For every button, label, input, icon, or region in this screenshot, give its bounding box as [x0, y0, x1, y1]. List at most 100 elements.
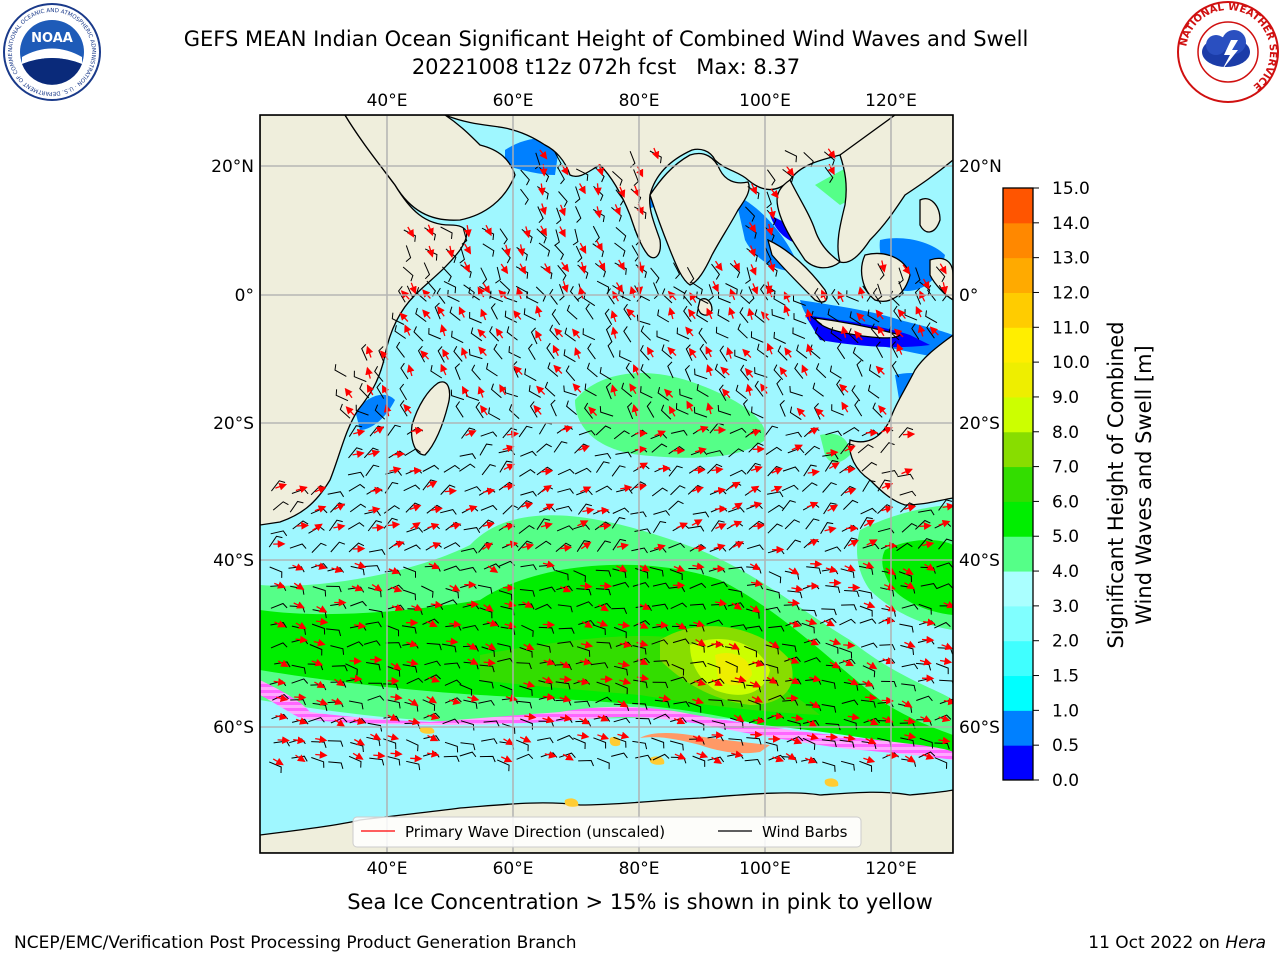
- wave-arrow: [540, 467, 554, 476]
- wind-barb: [385, 642, 402, 649]
- wind-barb: [551, 309, 561, 326]
- colorbar-swatch: [1003, 640, 1033, 677]
- wind-barb: [554, 229, 560, 247]
- colorbar-swatch: [1003, 222, 1033, 259]
- wind-barb: [821, 704, 837, 713]
- wind-barb: [459, 453, 477, 460]
- wave-arrow: [658, 464, 671, 473]
- colorbar-swatch: [1003, 466, 1033, 502]
- wind-barb: [520, 188, 529, 205]
- wave-arrow: [484, 224, 492, 237]
- wave-arrow: [783, 304, 791, 317]
- wind-barb: [868, 364, 881, 378]
- wave-arrow: [334, 719, 346, 727]
- wind-barb: [573, 570, 586, 583]
- wind-barb: [365, 464, 380, 477]
- wind-barb: [612, 171, 623, 186]
- wind-barb: [604, 308, 613, 326]
- colorbar-swatch: [1003, 501, 1033, 537]
- wind-barb: [823, 151, 835, 166]
- wave-arrow: [904, 732, 917, 740]
- wave-arrow: [805, 617, 818, 626]
- wind-barb: [348, 542, 365, 553]
- wind-barb: [406, 285, 414, 303]
- wind-barb: [784, 519, 801, 530]
- wave-arrow: [373, 751, 386, 760]
- wind-barb: [636, 314, 651, 325]
- wave-arrow: [668, 405, 677, 417]
- wind-barb: [422, 464, 440, 472]
- wave-arrow: [273, 678, 286, 686]
- wind-barb: [335, 389, 349, 402]
- wind-barb: [363, 640, 381, 646]
- wind-barb: [711, 581, 728, 588]
- wave-arrow: [742, 348, 752, 358]
- wave-arrow: [467, 694, 480, 702]
- wind-barb: [269, 566, 283, 578]
- wind-barb: [593, 737, 607, 749]
- wind-barb: [402, 266, 414, 282]
- wind-barb: [900, 737, 915, 747]
- wave-arrow: [865, 737, 877, 745]
- wave-arrow: [502, 482, 516, 491]
- wave-arrow: [559, 695, 572, 703]
- wind-barb: [519, 685, 533, 696]
- wind-barb: [576, 646, 591, 657]
- wind-barb: [402, 589, 416, 601]
- wave-arrow: [728, 306, 736, 319]
- wave-arrow: [728, 642, 740, 650]
- wind-barb: [796, 344, 808, 359]
- wind-barb: [471, 364, 481, 381]
- wave-arrow: [581, 620, 593, 628]
- wave-arrow: [939, 263, 947, 275]
- wind-barb: [576, 540, 591, 552]
- wave-arrow: [426, 224, 434, 237]
- wind-barb: [613, 626, 627, 639]
- wind-barb: [536, 518, 551, 530]
- wind-barb: [442, 718, 460, 725]
- wave-arrow: [901, 700, 913, 708]
- wind-barb: [777, 345, 788, 361]
- wave-arrow: [345, 406, 355, 416]
- wind-barb: [801, 622, 815, 634]
- wind-barb: [814, 327, 826, 342]
- wind-barb: [632, 702, 648, 710]
- wind-barb: [802, 737, 816, 750]
- wind-barb: [857, 444, 874, 454]
- wind-barb: [536, 443, 552, 453]
- wave-arrow: [430, 600, 443, 609]
- wave-arrow: [843, 641, 856, 650]
- wave-arrow: [748, 222, 757, 233]
- wind-barb: [477, 584, 493, 594]
- wave-arrow: [618, 186, 626, 199]
- wave-arrow: [579, 242, 587, 254]
- wind-barb: [605, 325, 613, 342]
- wind-barb: [489, 326, 500, 342]
- wind-barb: [565, 365, 576, 382]
- wind-barb: [470, 327, 483, 342]
- wave-arrow: [499, 384, 507, 396]
- wind-barb: [367, 695, 385, 701]
- wind-barb: [651, 487, 668, 497]
- wave-arrow: [902, 430, 916, 439]
- wave-arrow: [314, 486, 327, 494]
- wave-arrow: [523, 226, 531, 239]
- wind-barb: [469, 311, 482, 324]
- wind-barb: [546, 342, 555, 360]
- wind-barb: [898, 571, 912, 583]
- wind-barb: [517, 540, 533, 552]
- wave-arrow: [579, 717, 591, 725]
- wind-barb: [461, 427, 476, 439]
- wind-barb: [527, 343, 536, 361]
- wind-barb: [486, 362, 498, 377]
- wave-arrow: [663, 388, 674, 398]
- wave-arrow: [598, 603, 609, 612]
- wave-arrow: [543, 658, 556, 666]
- colorbar-tick-label: 3.0: [1052, 597, 1079, 617]
- wave-arrow: [732, 260, 740, 272]
- wind-barb: [479, 443, 493, 456]
- wave-arrow: [610, 384, 618, 397]
- wind-barb: [430, 365, 443, 379]
- wave-arrow: [922, 540, 935, 549]
- wave-arrow: [460, 347, 469, 359]
